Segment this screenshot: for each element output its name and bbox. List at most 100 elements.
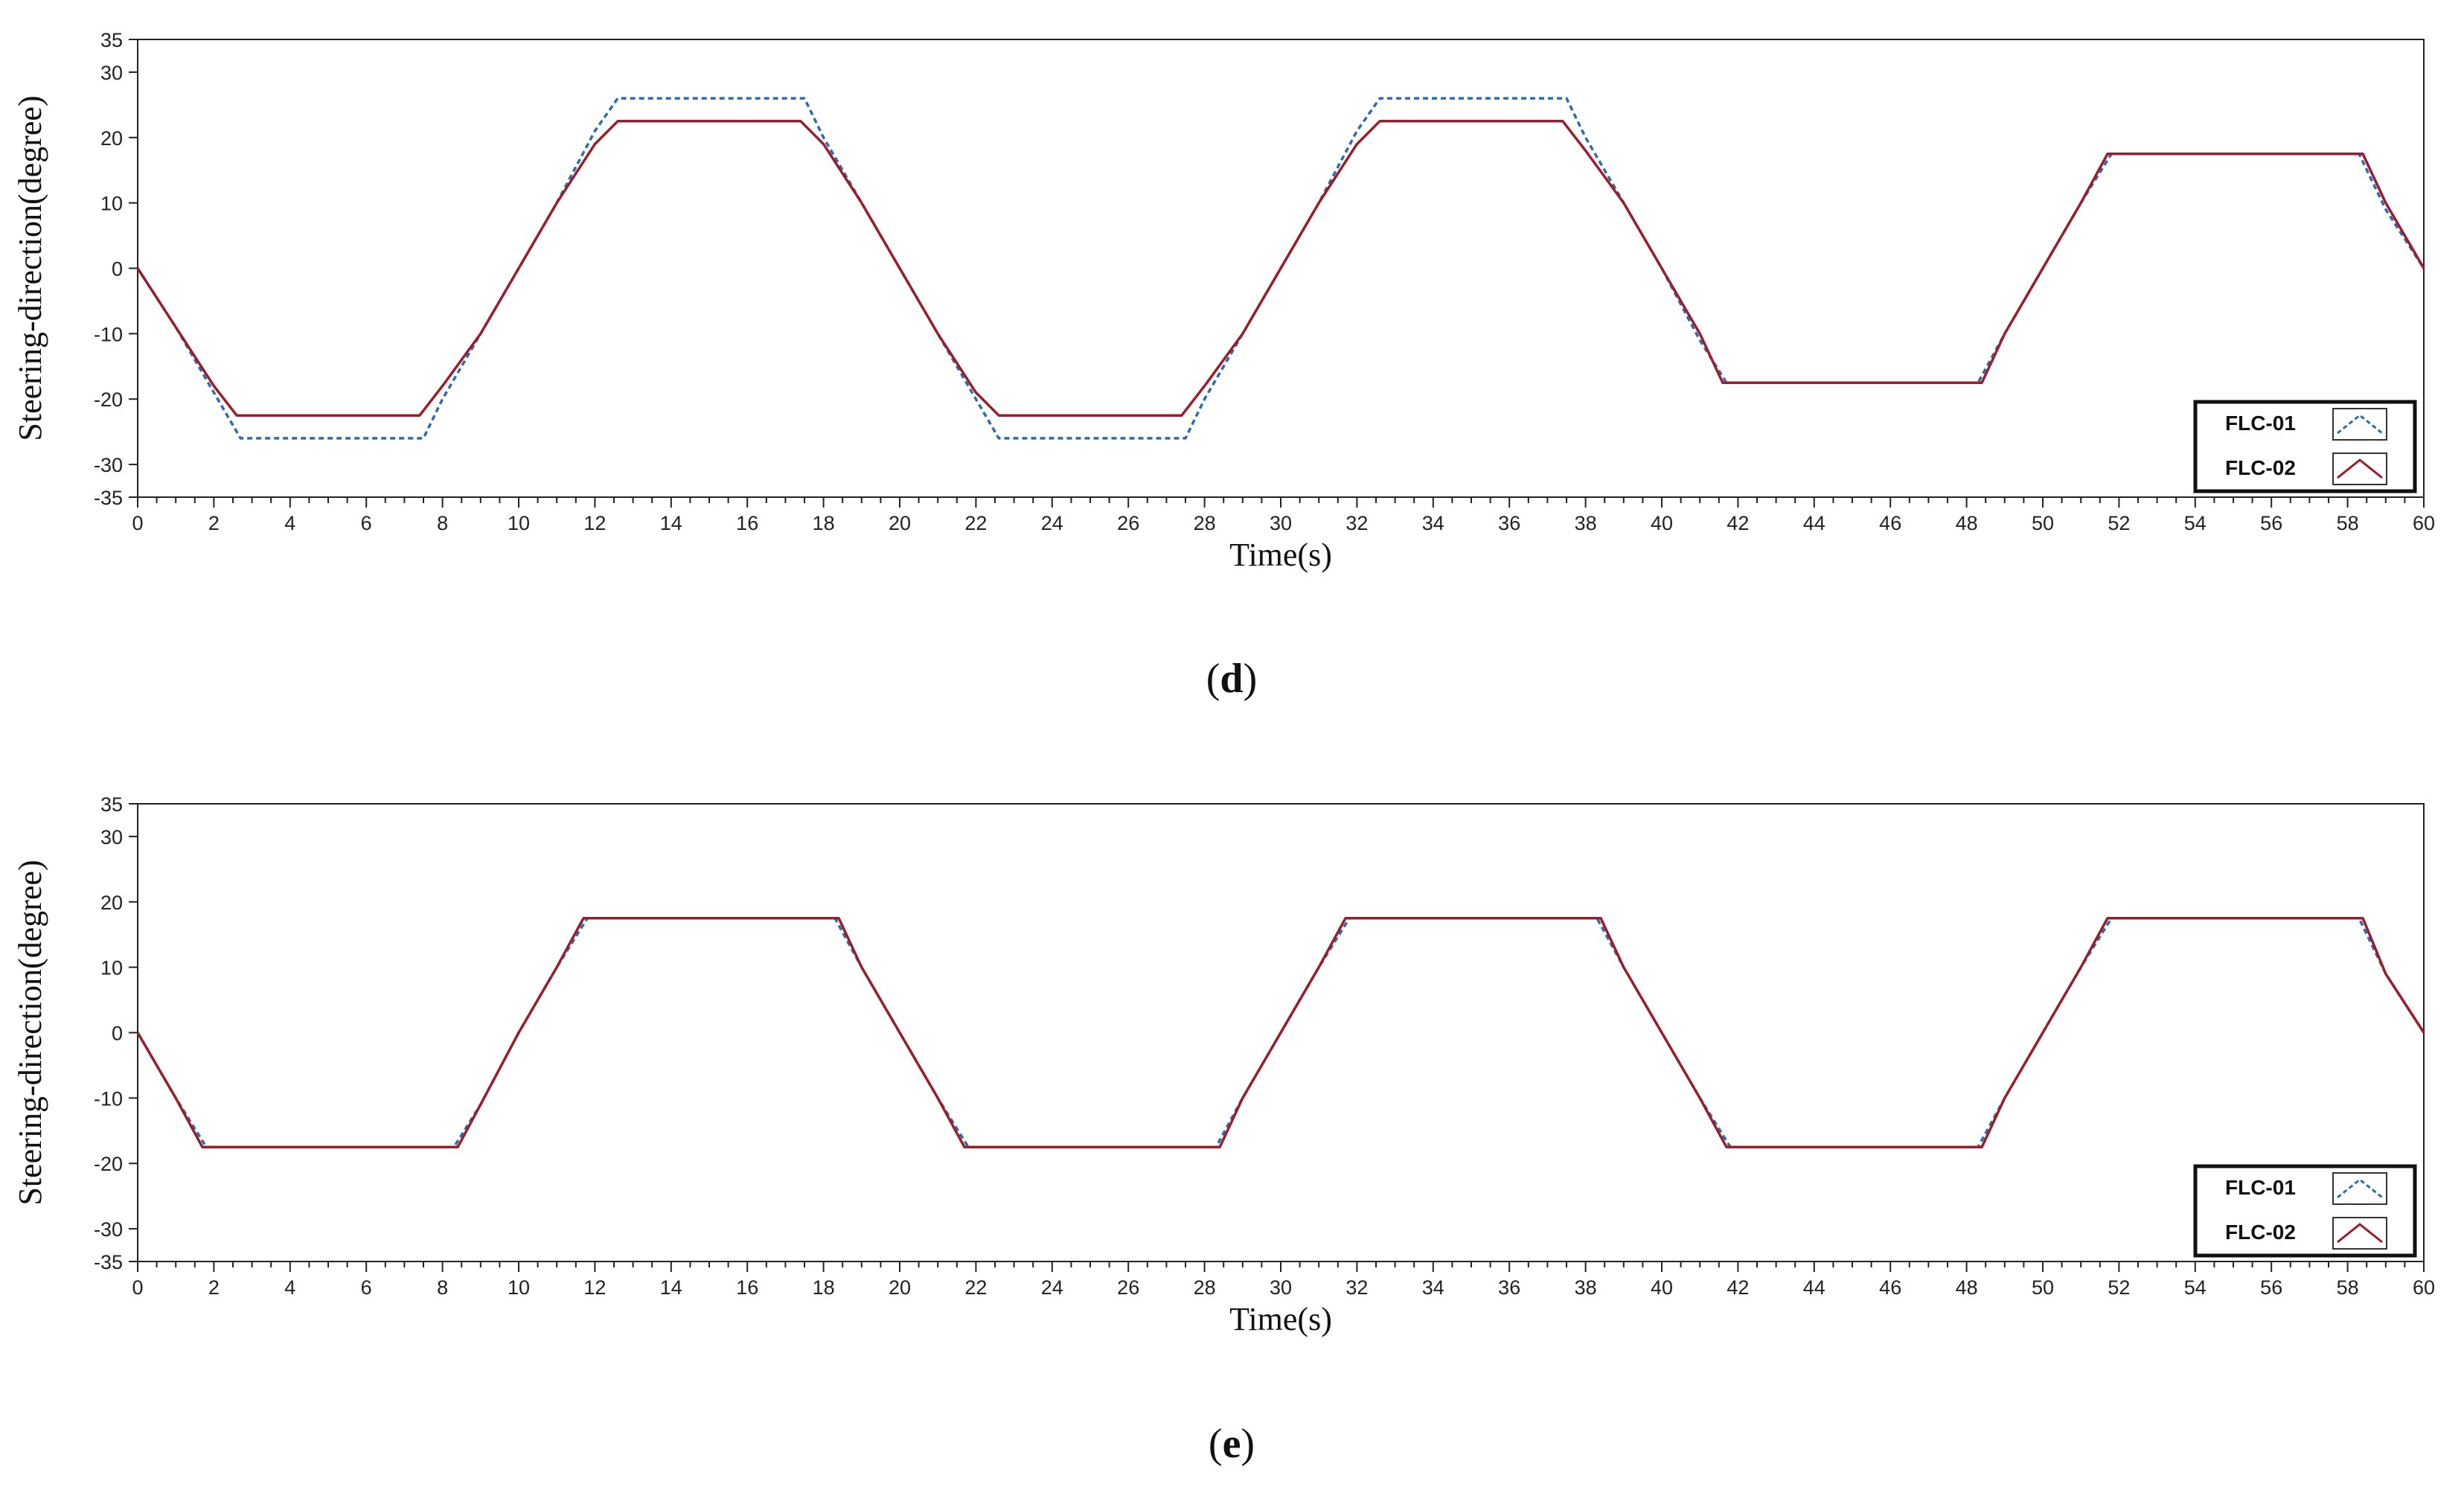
panel-caption: (d) — [1206, 656, 1257, 702]
y-tick-label: 35 — [100, 29, 123, 51]
x-tick-label: 50 — [2032, 512, 2054, 534]
x-tick-label: 2 — [208, 512, 220, 534]
x-tick-label: 4 — [284, 512, 295, 534]
x-tick-label: 0 — [132, 1276, 143, 1299]
y-tick-label: 0 — [112, 258, 123, 281]
legend-label: FLC-02 — [2225, 456, 2296, 479]
x-tick-label: 18 — [813, 512, 835, 534]
legend: FLC-01 FLC-02 — [2193, 400, 2417, 493]
chart-panel-e: 0 2 4 6 8 10 12 14 16 18 20 22 24 26 28 30 32 34 36 38 40 42 4… — [12, 793, 2435, 1337]
y-tick-label: -10 — [94, 323, 123, 345]
panel-caption: (e) — [1209, 1421, 1255, 1467]
x-tick-label: 28 — [1194, 1276, 1216, 1299]
x-tick-label: 8 — [437, 1276, 448, 1299]
x-tick-label: 30 — [1270, 1276, 1292, 1299]
y-tick-label: -35 — [94, 487, 123, 509]
x-tick-label: 38 — [1575, 512, 1597, 534]
x-tick-label: 56 — [2260, 512, 2282, 534]
legend: FLC-01 FLC-02 — [2193, 1164, 2417, 1258]
x-tick-label: 22 — [964, 1276, 987, 1299]
x-tick-label: 34 — [1422, 1276, 1444, 1299]
y-tick-label: -30 — [94, 454, 123, 476]
series-line-flc-02 — [136, 917, 2425, 1149]
x-tick-label: 10 — [508, 512, 530, 534]
x-tick-label: 16 — [736, 512, 758, 534]
x-axis-label: Time(s) — [1229, 537, 1332, 573]
y-tick-label: 10 — [100, 193, 123, 215]
legend-swatch — [2337, 1223, 2383, 1244]
x-tick-label: 32 — [1345, 1276, 1368, 1299]
y-tick-label: 0 — [112, 1023, 123, 1045]
x-tick-label: 14 — [660, 512, 682, 534]
x-tick-label: 22 — [964, 512, 987, 534]
x-tick-label: 18 — [813, 1276, 835, 1299]
legend-label: FLC-01 — [2225, 412, 2296, 435]
x-tick-label: 0 — [132, 512, 143, 534]
x-tick-label: 42 — [1727, 512, 1749, 534]
x-tick-label: 40 — [1651, 1276, 1673, 1299]
x-tick-label: 46 — [1879, 512, 1901, 534]
y-tick-label: 30 — [100, 62, 123, 84]
x-tick-label: 42 — [1727, 1276, 1749, 1299]
series-line-flc-01 — [136, 97, 2425, 440]
x-tick-label: 60 — [2413, 1276, 2435, 1299]
x-tick-label: 48 — [1956, 1276, 1978, 1299]
x-tick-label: 46 — [1879, 1276, 1901, 1299]
x-tick-label: 14 — [660, 1276, 682, 1299]
x-tick-label: 52 — [2108, 512, 2130, 534]
x-tick-label: 20 — [889, 1276, 911, 1299]
y-axis-label: Steering-direction(degree) — [12, 860, 48, 1205]
legend-swatch-frame — [2332, 408, 2387, 441]
x-tick-label: 38 — [1575, 1276, 1597, 1299]
legend-swatch-frame — [2332, 453, 2387, 485]
legend-label: FLC-02 — [2225, 1221, 2296, 1244]
x-tick-label: 44 — [1803, 1276, 1825, 1299]
x-tick-label: 28 — [1194, 512, 1216, 534]
x-tick-label: 36 — [1498, 1276, 1520, 1299]
x-tick-label: 4 — [284, 1276, 295, 1299]
x-tick-label: 8 — [437, 512, 448, 534]
x-tick-label: 10 — [508, 1276, 530, 1299]
y-tick-label: 20 — [100, 127, 123, 150]
y-tick-label: -35 — [94, 1251, 123, 1273]
legend-swatch — [2337, 1178, 2383, 1199]
x-tick-label: 34 — [1422, 512, 1444, 534]
x-axis-label: Time(s) — [1229, 1301, 1332, 1337]
series-line-flc-02 — [136, 120, 2425, 417]
x-tick-label: 16 — [736, 1276, 758, 1299]
x-tick-label: 20 — [889, 512, 911, 534]
legend-swatch — [2337, 414, 2383, 435]
x-tick-label: 32 — [1345, 512, 1368, 534]
x-tick-label: 12 — [583, 1276, 606, 1299]
x-tick-label: 56 — [2260, 1276, 2282, 1299]
y-tick-label: -10 — [94, 1087, 123, 1110]
y-tick-label: 35 — [100, 793, 123, 816]
x-tick-label: 50 — [2032, 1276, 2054, 1299]
x-tick-label: 36 — [1498, 512, 1520, 534]
x-tick-label: 26 — [1117, 512, 1139, 534]
x-tick-label: 60 — [2413, 512, 2435, 534]
x-tick-label: 58 — [2337, 1276, 2359, 1299]
y-tick-label: -30 — [94, 1218, 123, 1241]
x-tick-label: 58 — [2337, 512, 2359, 534]
legend-swatch — [2337, 458, 2383, 479]
legend-swatch-frame — [2332, 1217, 2387, 1250]
x-tick-label: 44 — [1803, 512, 1825, 534]
y-axis-label: Steering-direction(degree) — [12, 95, 48, 441]
x-tick-label: 6 — [361, 512, 372, 534]
y-tick-label: 10 — [100, 957, 123, 979]
x-tick-label: 12 — [583, 512, 606, 534]
x-tick-label: 26 — [1117, 1276, 1139, 1299]
y-tick-label: -20 — [94, 1153, 123, 1175]
legend-label: FLC-01 — [2225, 1176, 2296, 1199]
x-tick-label: 54 — [2184, 1276, 2207, 1299]
y-tick-label: 30 — [100, 826, 123, 848]
x-tick-label: 40 — [1651, 512, 1673, 534]
x-tick-label: 30 — [1270, 512, 1292, 534]
y-tick-label: 20 — [100, 892, 123, 914]
y-tick-label: -20 — [94, 388, 123, 411]
x-tick-label: 2 — [208, 1276, 220, 1299]
legend-swatch-frame — [2332, 1172, 2387, 1205]
chart-panel-d: 0 2 4 6 8 10 12 14 16 18 20 22 24 26 28 30 32 34 36 38 40 42 4… — [12, 29, 2435, 573]
